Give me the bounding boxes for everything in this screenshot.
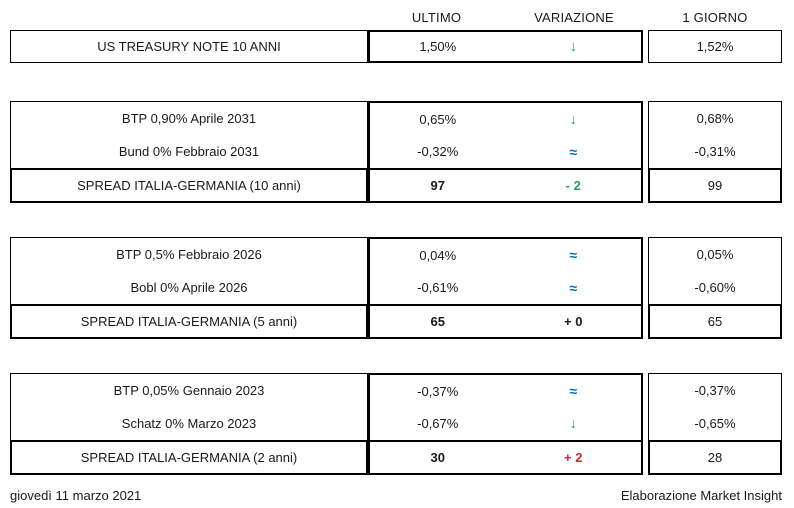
spread-change-value: + 0 xyxy=(564,314,583,329)
spread-ultimo-value: 65 xyxy=(430,314,445,329)
table-sections: US TREASURY NOTE 10 ANNI 1,50% ↓ 1,52% BTP 0… xyxy=(0,30,794,475)
ultimo-value: 1,50% xyxy=(419,39,457,54)
spread-ultimo-value: 97 xyxy=(430,178,445,193)
values-cell: -0,37% ≈ -0,67% ↓ xyxy=(368,373,643,440)
down-arrow-icon: ↓ xyxy=(569,415,578,433)
spread-label-cell: SPREAD ITALIA-GERMANIA (2 anni) xyxy=(10,440,368,475)
spread-giorno-value: 99 xyxy=(707,178,723,193)
approx-equal-icon: ≈ xyxy=(569,279,578,296)
approx-equal-icon: ≈ xyxy=(569,383,578,400)
giorno-value: 1,52% xyxy=(696,39,734,54)
spread-values-cell: 97 - 2 xyxy=(368,168,643,203)
values-cell: 0,04% ≈ -0,61% ≈ xyxy=(368,237,643,304)
bond-section: US TREASURY NOTE 10 ANNI 1,50% ↓ 1,52% xyxy=(0,30,794,63)
ultimo-value: -0,37% xyxy=(417,383,459,399)
spread-giorno-cell: 28 xyxy=(648,440,782,475)
approx-equal-icon: ≈ xyxy=(569,143,578,160)
ultimo-value: -0,61% xyxy=(417,280,459,296)
giorno-cell: -0,37% -0,65% xyxy=(648,373,782,440)
label-cell: US TREASURY NOTE 10 ANNI xyxy=(10,30,368,63)
ultimo-value: 0,65% xyxy=(419,111,457,127)
instrument-label: BTP 0,90% Aprile 2031 xyxy=(121,111,257,126)
column-header-ultimo: ULTIMO xyxy=(411,9,462,25)
report-credit: Elaborazione Market Insight xyxy=(620,488,782,503)
instrument-label: Schatz 0% Marzo 2023 xyxy=(121,416,257,431)
giorno-value: -0,65% xyxy=(694,416,736,431)
instrument-label: US TREASURY NOTE 10 ANNI xyxy=(97,39,281,54)
spread-row: SPREAD ITALIA-GERMANIA (5 anni) 65 + 0 65 xyxy=(10,304,794,339)
spread-giorno-value: 28 xyxy=(707,450,723,465)
giorno-cell: 0,05% -0,60% xyxy=(648,237,782,304)
spread-change-value: - 2 xyxy=(565,178,581,193)
spread-values-cell: 65 + 0 xyxy=(368,304,643,339)
ultimo-value: 0,04% xyxy=(419,247,457,263)
ultimo-value: -0,67% xyxy=(417,416,459,432)
spread-giorno-cell: 99 xyxy=(648,168,782,203)
spread-label: SPREAD ITALIA-GERMANIA (5 anni) xyxy=(80,314,298,329)
column-header-variazione: VARIAZIONE xyxy=(534,9,614,25)
bond-section: BTP 0,05% Gennaio 2023 Schatz 0% Marzo 20… xyxy=(0,373,794,475)
instrument-label: Bund 0% Febbraio 2031 xyxy=(118,144,260,159)
footer: giovedì 11 marzo 2021 Elaborazione Marke… xyxy=(10,488,782,503)
label-cell: BTP 0,05% Gennaio 2023 Schatz 0% Marzo 20… xyxy=(10,373,368,440)
values-cell: 1,50% ↓ xyxy=(368,30,643,63)
giorno-value: 0,68% xyxy=(696,111,734,126)
instrument-rows: BTP 0,05% Gennaio 2023 Schatz 0% Marzo 20… xyxy=(10,373,794,440)
spread-label: SPREAD ITALIA-GERMANIA (2 anni) xyxy=(80,450,298,465)
giorno-value: -0,37% xyxy=(694,383,736,398)
label-cell: BTP 0,5% Febbraio 2026 Bobl 0% Aprile 202… xyxy=(10,237,368,304)
giorno-cell: 0,68% -0,31% xyxy=(648,101,782,168)
spread-row: SPREAD ITALIA-GERMANIA (10 anni) 97 - 2 99 xyxy=(10,168,794,203)
spread-label-cell: SPREAD ITALIA-GERMANIA (5 anni) xyxy=(10,304,368,339)
column-header-1giorno: 1 GIORNO xyxy=(682,9,748,25)
instrument-rows: BTP 0,90% Aprile 2031 Bund 0% Febbraio 20… xyxy=(10,101,794,168)
instrument-rows: BTP 0,5% Febbraio 2026 Bobl 0% Aprile 202… xyxy=(10,237,794,304)
spread-label: SPREAD ITALIA-GERMANIA (10 anni) xyxy=(77,178,301,193)
label-cell: BTP 0,90% Aprile 2031 Bund 0% Febbraio 20… xyxy=(10,101,368,168)
giorno-value: -0,60% xyxy=(694,280,736,295)
table-header-row: ULTIMO VARIAZIONE 1 GIORNO xyxy=(10,0,794,30)
giorno-value: -0,31% xyxy=(694,144,736,159)
report-date: giovedì 11 marzo 2021 xyxy=(10,488,142,503)
approx-equal-icon: ≈ xyxy=(569,247,578,264)
down-arrow-icon: ↓ xyxy=(569,110,578,128)
spread-change-value: + 2 xyxy=(564,450,583,465)
values-cell: 0,65% ↓ -0,32% ≈ xyxy=(368,101,643,168)
bond-section: BTP 0,90% Aprile 2031 Bund 0% Febbraio 20… xyxy=(0,101,794,203)
ultimo-value: -0,32% xyxy=(417,144,459,160)
instrument-label: Bobl 0% Aprile 2026 xyxy=(130,280,248,295)
bond-section: BTP 0,5% Febbraio 2026 Bobl 0% Aprile 202… xyxy=(0,237,794,339)
down-arrow-icon: ↓ xyxy=(569,38,578,55)
instrument-label: BTP 0,05% Gennaio 2023 xyxy=(113,383,265,398)
spread-row: SPREAD ITALIA-GERMANIA (2 anni) 30 + 2 28 xyxy=(10,440,794,475)
spread-giorno-cell: 65 xyxy=(648,304,782,339)
instrument-rows: US TREASURY NOTE 10 ANNI 1,50% ↓ 1,52% xyxy=(10,30,794,63)
giorno-value: 0,05% xyxy=(696,247,734,262)
giorno-cell: 1,52% xyxy=(648,30,782,63)
spread-label-cell: SPREAD ITALIA-GERMANIA (10 anni) xyxy=(10,168,368,203)
spread-giorno-value: 65 xyxy=(707,314,723,329)
instrument-label: BTP 0,5% Febbraio 2026 xyxy=(116,247,262,262)
spread-ultimo-value: 30 xyxy=(430,450,445,465)
spread-values-cell: 30 + 2 xyxy=(368,440,643,475)
